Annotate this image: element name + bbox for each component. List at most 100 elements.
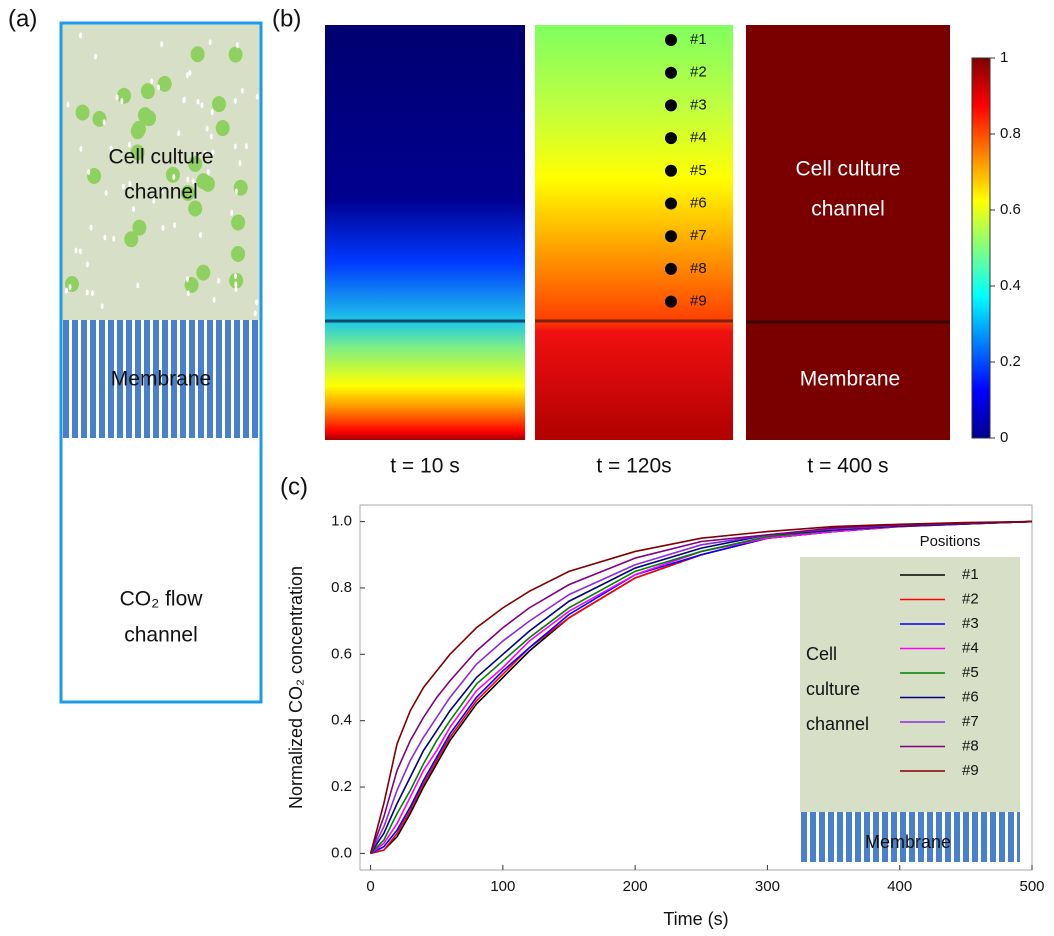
probe-point bbox=[665, 66, 677, 79]
cell bbox=[130, 144, 145, 161]
particle bbox=[177, 130, 181, 137]
legend-label: #7 bbox=[962, 713, 979, 730]
probe-point bbox=[665, 295, 677, 308]
particle bbox=[112, 235, 116, 242]
y-tick-label: 0.4 bbox=[331, 712, 352, 729]
time-label: t = 10 s bbox=[390, 455, 459, 478]
simulation-map bbox=[746, 25, 950, 440]
particle bbox=[150, 78, 154, 85]
simulation-map bbox=[535, 25, 733, 440]
particle bbox=[209, 133, 213, 140]
cell-channel-label: channel bbox=[124, 181, 198, 204]
particle bbox=[74, 247, 78, 254]
probe-point bbox=[665, 132, 677, 145]
colorbar-label: 0 bbox=[1000, 429, 1008, 446]
particle bbox=[78, 248, 82, 255]
probe-point bbox=[665, 197, 677, 210]
particle bbox=[205, 125, 209, 132]
particle bbox=[103, 234, 107, 241]
cell bbox=[75, 104, 90, 121]
inset-label: channel bbox=[806, 714, 869, 734]
particle bbox=[85, 289, 89, 296]
simulation-map bbox=[325, 25, 525, 440]
membrane-label: Membrane bbox=[800, 368, 900, 391]
particle bbox=[66, 101, 70, 108]
particle bbox=[238, 160, 242, 167]
cell bbox=[231, 245, 246, 262]
x-tick-label: 0 bbox=[366, 878, 374, 895]
probe-label: #7 bbox=[690, 227, 707, 244]
cell-channel-label: Cell culture bbox=[108, 146, 213, 169]
legend-label: #4 bbox=[962, 639, 979, 656]
particle bbox=[199, 231, 203, 238]
panel-label: (a) bbox=[8, 5, 37, 32]
cells bbox=[65, 32, 259, 317]
colorbar-label: 0.6 bbox=[1000, 201, 1021, 218]
particle bbox=[121, 183, 125, 190]
colorbar-label: 0.2 bbox=[1000, 353, 1021, 370]
colorbar-label: 0.4 bbox=[1000, 277, 1021, 294]
probe-label: #2 bbox=[690, 64, 707, 81]
particle bbox=[186, 176, 190, 183]
y-tick-label: 0.0 bbox=[331, 844, 352, 861]
y-tick-label: 0.8 bbox=[331, 579, 352, 596]
particle bbox=[233, 143, 237, 150]
particle bbox=[65, 287, 69, 294]
y-axis-label: Normalized CO₂ concentration bbox=[286, 566, 306, 809]
cell bbox=[200, 175, 215, 192]
particle bbox=[104, 190, 108, 197]
cell-channel-label: Cell culture bbox=[795, 158, 900, 181]
particle bbox=[161, 224, 165, 231]
series-line bbox=[369, 520, 1033, 854]
particle bbox=[191, 178, 195, 185]
cell bbox=[87, 167, 102, 184]
probe-label: #6 bbox=[690, 194, 707, 211]
y-tick-label: 0.2 bbox=[331, 778, 352, 795]
cell bbox=[132, 219, 147, 236]
particle bbox=[233, 97, 237, 104]
cell bbox=[231, 214, 246, 231]
particle bbox=[100, 303, 104, 310]
particle bbox=[208, 39, 212, 46]
membrane-label: Membrane bbox=[111, 368, 211, 391]
probe-label: #9 bbox=[690, 293, 707, 310]
legend-label: #1 bbox=[962, 566, 979, 583]
particle bbox=[136, 282, 140, 289]
particle bbox=[185, 276, 189, 283]
cell bbox=[188, 200, 203, 217]
series-line bbox=[369, 520, 1033, 854]
probe-label: #5 bbox=[690, 162, 707, 179]
probe-point bbox=[665, 34, 677, 46]
colorbar-label: 1 bbox=[1000, 49, 1008, 66]
plot-frame bbox=[359, 504, 1033, 871]
particle bbox=[234, 188, 238, 195]
probe-point bbox=[665, 262, 677, 275]
particle bbox=[200, 102, 204, 109]
particle bbox=[234, 286, 238, 293]
membrane bbox=[61, 320, 261, 438]
colorbar-ticks: 0 0.2 0.4 0.6 0.8 1 bbox=[990, 49, 1021, 446]
particle bbox=[182, 96, 186, 103]
particle bbox=[87, 168, 91, 175]
particle bbox=[244, 143, 248, 150]
particle bbox=[234, 281, 238, 288]
panel-label: (b) bbox=[272, 5, 301, 32]
particle bbox=[128, 180, 132, 187]
cell bbox=[190, 46, 205, 63]
cell bbox=[188, 155, 203, 172]
colorbar-label: 0.8 bbox=[1000, 125, 1021, 142]
y-tick-label: 1.0 bbox=[331, 513, 352, 530]
time-label: t = 400 s bbox=[807, 455, 888, 478]
probe-label: #8 bbox=[690, 260, 707, 277]
particle bbox=[172, 173, 176, 180]
particle bbox=[191, 152, 195, 159]
cell bbox=[180, 185, 195, 202]
particle bbox=[127, 141, 131, 148]
probe-point bbox=[665, 164, 677, 177]
cell-channel-label: channel bbox=[811, 198, 885, 221]
particle bbox=[255, 93, 259, 100]
particle bbox=[93, 53, 97, 60]
particle bbox=[109, 145, 113, 152]
panel-label: (c) bbox=[280, 473, 308, 500]
